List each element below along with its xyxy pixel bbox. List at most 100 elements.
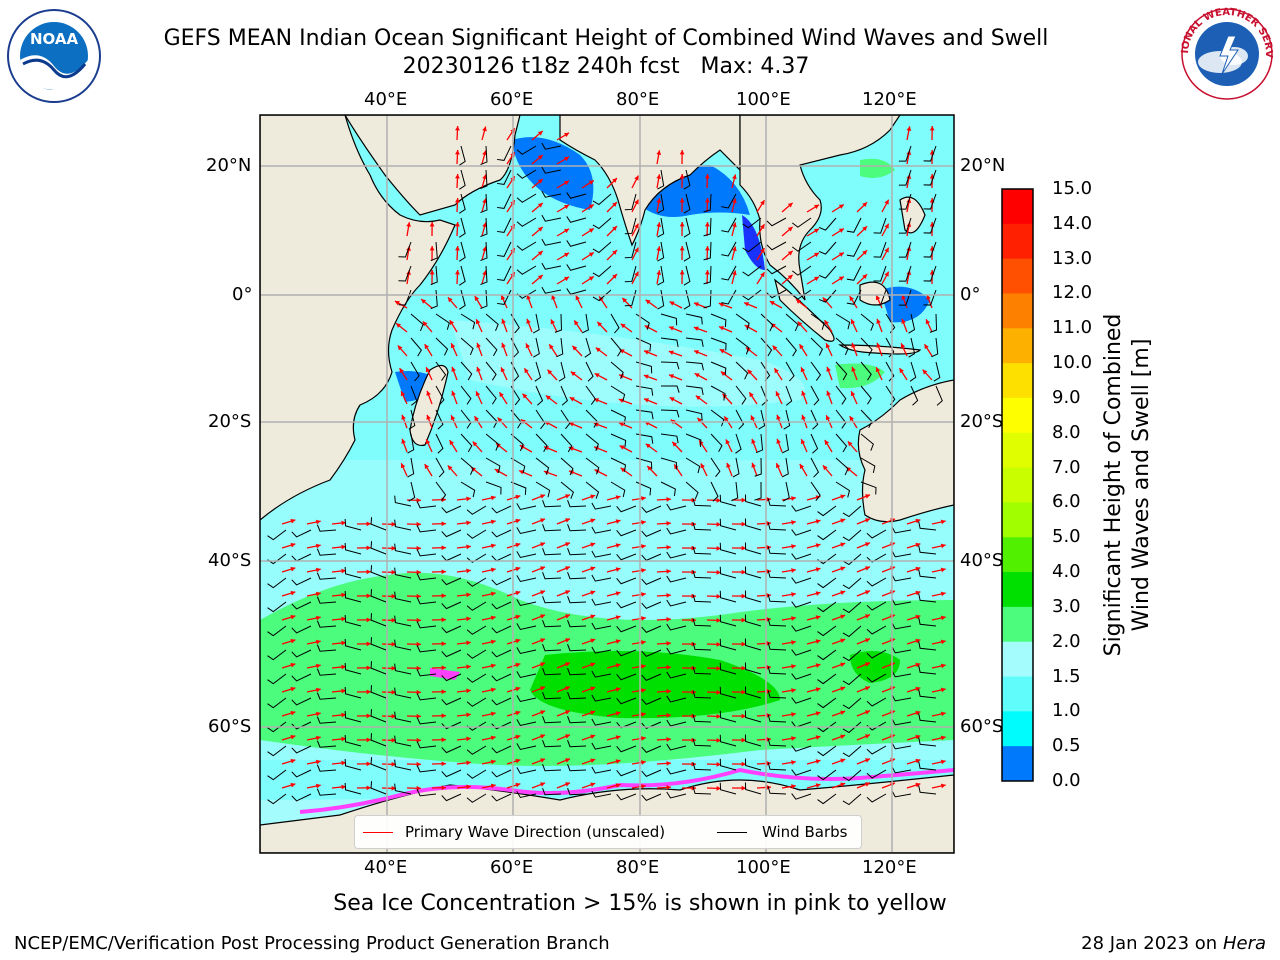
- wave-arrow-head: [800, 439, 806, 445]
- wind-barb: [923, 217, 937, 234]
- wind-barb: [441, 769, 462, 778]
- colorbar-swatch: [1002, 676, 1033, 712]
- wave-arrow-head: [776, 414, 781, 420]
- wave-arrow-head: [641, 496, 646, 501]
- wind-barb: [316, 524, 337, 532]
- wind-barb: [918, 737, 937, 747]
- wave-arrow-head: [940, 663, 946, 669]
- wave-arrow-head: [565, 710, 570, 715]
- wind-barb: [408, 409, 416, 430]
- wave-arrow-head: [466, 496, 471, 502]
- wave-arrow-head: [366, 569, 371, 575]
- wind-barb: [744, 734, 762, 747]
- wave-arrow-head: [315, 519, 321, 525]
- wave-arrow-head: [315, 687, 321, 693]
- wind-barb: [866, 769, 887, 779]
- wind-barb: [781, 457, 789, 478]
- wind-barb: [370, 613, 387, 627]
- wave-arrow-head: [940, 639, 946, 645]
- wave-arrow-head: [693, 302, 699, 307]
- wave-arrow-head: [791, 544, 796, 549]
- wave-arrow-head: [862, 202, 868, 208]
- colorbar-swatch: [1002, 537, 1033, 573]
- wind-barb: [542, 620, 562, 628]
- wind-barb: [918, 545, 937, 555]
- wind-barb: [666, 695, 687, 703]
- wind-barb: [660, 457, 678, 470]
- wave-arrow-head: [615, 639, 621, 644]
- wave-arrow-head: [565, 686, 570, 691]
- wind-barb: [767, 546, 787, 555]
- wave-arrow-head: [865, 638, 870, 643]
- colorbar-swatch: [1002, 467, 1033, 503]
- wave-arrow-head: [564, 228, 570, 234]
- wind-barb: [416, 693, 437, 701]
- wind-barb: [817, 577, 837, 589]
- wind-barb: [842, 649, 862, 662]
- wind-barb: [767, 618, 787, 627]
- wave-arrow-head: [455, 174, 460, 179]
- colorbar-label-line1: Significant Height of Combined: [1101, 313, 1126, 657]
- wave-arrow-head: [716, 497, 721, 503]
- colorbar-swatch: [1002, 328, 1033, 364]
- wave-arrow-head: [400, 391, 406, 397]
- wave-arrow-head: [940, 783, 946, 789]
- wind-barb: [466, 505, 487, 515]
- wind-barb: [885, 361, 895, 382]
- wave-arrow-head: [666, 641, 671, 646]
- wave-arrow-head: [565, 590, 570, 595]
- wave-arrow-head: [540, 758, 546, 763]
- wind-barb: [516, 193, 537, 203]
- wind-barb: [541, 214, 562, 222]
- wind-barb: [560, 385, 568, 406]
- wave-arrow-head: [366, 641, 371, 647]
- wave-arrow-head: [515, 518, 521, 524]
- wave-arrow-head: [515, 734, 521, 740]
- colorbar-tick-label: 4.0: [1052, 561, 1081, 583]
- wind-barb: [810, 385, 820, 406]
- wave-arrow-head: [290, 638, 296, 644]
- wind-barb: [842, 697, 862, 710]
- wind-barb: [566, 192, 587, 199]
- wind-barb: [416, 717, 437, 725]
- wave-arrow-head: [564, 156, 570, 162]
- wind-barb: [542, 740, 562, 748]
- wind-barb: [616, 697, 637, 705]
- wave-arrow-head: [840, 638, 846, 644]
- wind-barb: [441, 697, 462, 706]
- noaa-logo: NOAA: [7, 9, 101, 103]
- wind-barb: [459, 241, 466, 262]
- wave-arrow-head: [838, 228, 844, 233]
- wave-arrow-head: [634, 223, 639, 229]
- wave-arrow-head: [666, 521, 671, 526]
- wave-arrow-head: [791, 496, 796, 501]
- wave-arrow-head: [824, 440, 830, 446]
- wave-arrow-head: [862, 226, 868, 232]
- wind-barb: [898, 169, 912, 186]
- wave-arrow-head: [590, 782, 596, 788]
- wind-barb: [616, 505, 637, 513]
- wave-arrow-head: [787, 274, 793, 280]
- wave-arrow-head: [656, 150, 662, 155]
- wave-arrow-head: [490, 591, 496, 597]
- wind-barb: [435, 337, 449, 356]
- wave-arrow-head: [515, 494, 521, 500]
- wave-arrow-head: [572, 345, 578, 351]
- wind-barb: [744, 758, 762, 771]
- wind-barb: [591, 742, 612, 750]
- wave-arrow-head: [290, 590, 296, 596]
- wind-barb: [591, 550, 612, 558]
- wave-arrow-head: [679, 150, 685, 155]
- wave-arrow-head: [865, 782, 870, 787]
- colorbar-swatch: [1002, 572, 1033, 608]
- wind-barb: [735, 409, 745, 430]
- wave-arrow-head: [315, 591, 321, 597]
- wave-arrow-head: [429, 222, 435, 227]
- wind-barb: [755, 433, 764, 454]
- wave-arrow-head: [522, 393, 528, 399]
- wave-direction-legend-label: Primary Wave Direction (unscaled): [405, 823, 666, 841]
- wave-arrow-head: [876, 318, 881, 324]
- wind-barb: [885, 337, 895, 358]
- colorbar-swatch: [1002, 432, 1033, 469]
